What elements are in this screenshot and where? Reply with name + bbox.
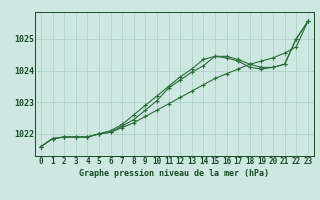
X-axis label: Graphe pression niveau de la mer (hPa): Graphe pression niveau de la mer (hPa) [79, 169, 269, 178]
